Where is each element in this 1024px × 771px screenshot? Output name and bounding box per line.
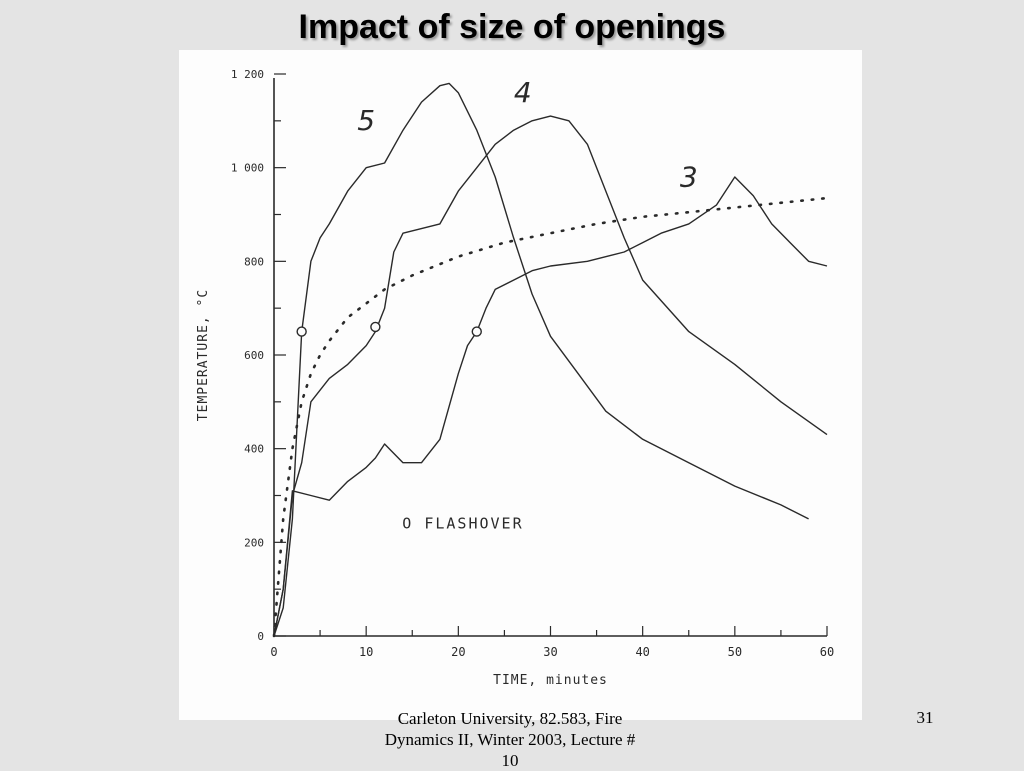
chart-figure: 0 10 20 30 40 50 60 0 200 400 600 800 1 000 1 200 TIME… [179,50,862,720]
y-tick-label: 800 [244,255,264,268]
x-axis-label: TIME, minutes [493,673,608,688]
x-tick-label: 30 [543,645,557,659]
y-tick-label: 400 [244,443,264,456]
x-tick-label: 0 [270,645,277,659]
y-tick-label: 1 200 [231,68,264,81]
y-tick-label: 1 000 [231,162,264,175]
series-5-label: 5 [357,104,375,137]
footer-line-3: 10 [501,751,519,770]
y-tick-label: 600 [244,349,264,362]
flashover-point-3 [471,326,482,337]
x-tick-label: 60 [820,645,834,659]
x-tick-label: 10 [359,645,373,659]
series-4-label: 4 [514,76,532,109]
x-tick-label: 40 [635,645,649,659]
slide-title: Impact of size of openings [298,8,726,46]
flashover-point-4 [370,321,381,333]
flashover-point-5 [296,326,307,337]
y-axis-label: TEMPERATURE, °C [196,289,211,421]
series-layer [272,82,829,638]
slide-number: 31 [916,708,934,727]
footer-line-2: Dynamics II, Winter 2003, Lecture # [384,730,636,749]
x-tick-label: 20 [451,645,465,659]
y-tick-label: 200 [244,536,264,549]
series-3-line [273,176,828,637]
reference-dotted-line [272,196,829,638]
footer-text: Carleton University, 82.583, Fire Dynami… [340,708,680,771]
y-tick-label: 0 [257,630,264,643]
series-4-line [273,115,828,637]
axes [273,73,828,637]
x-tick-label: 50 [728,645,742,659]
series-5-line [273,82,809,637]
flashover-legend: O FLASHOVER [402,514,523,532]
footer-line-1: Carleton University, 82.583, Fire [397,709,623,728]
series-3-label: 3 [680,160,698,193]
